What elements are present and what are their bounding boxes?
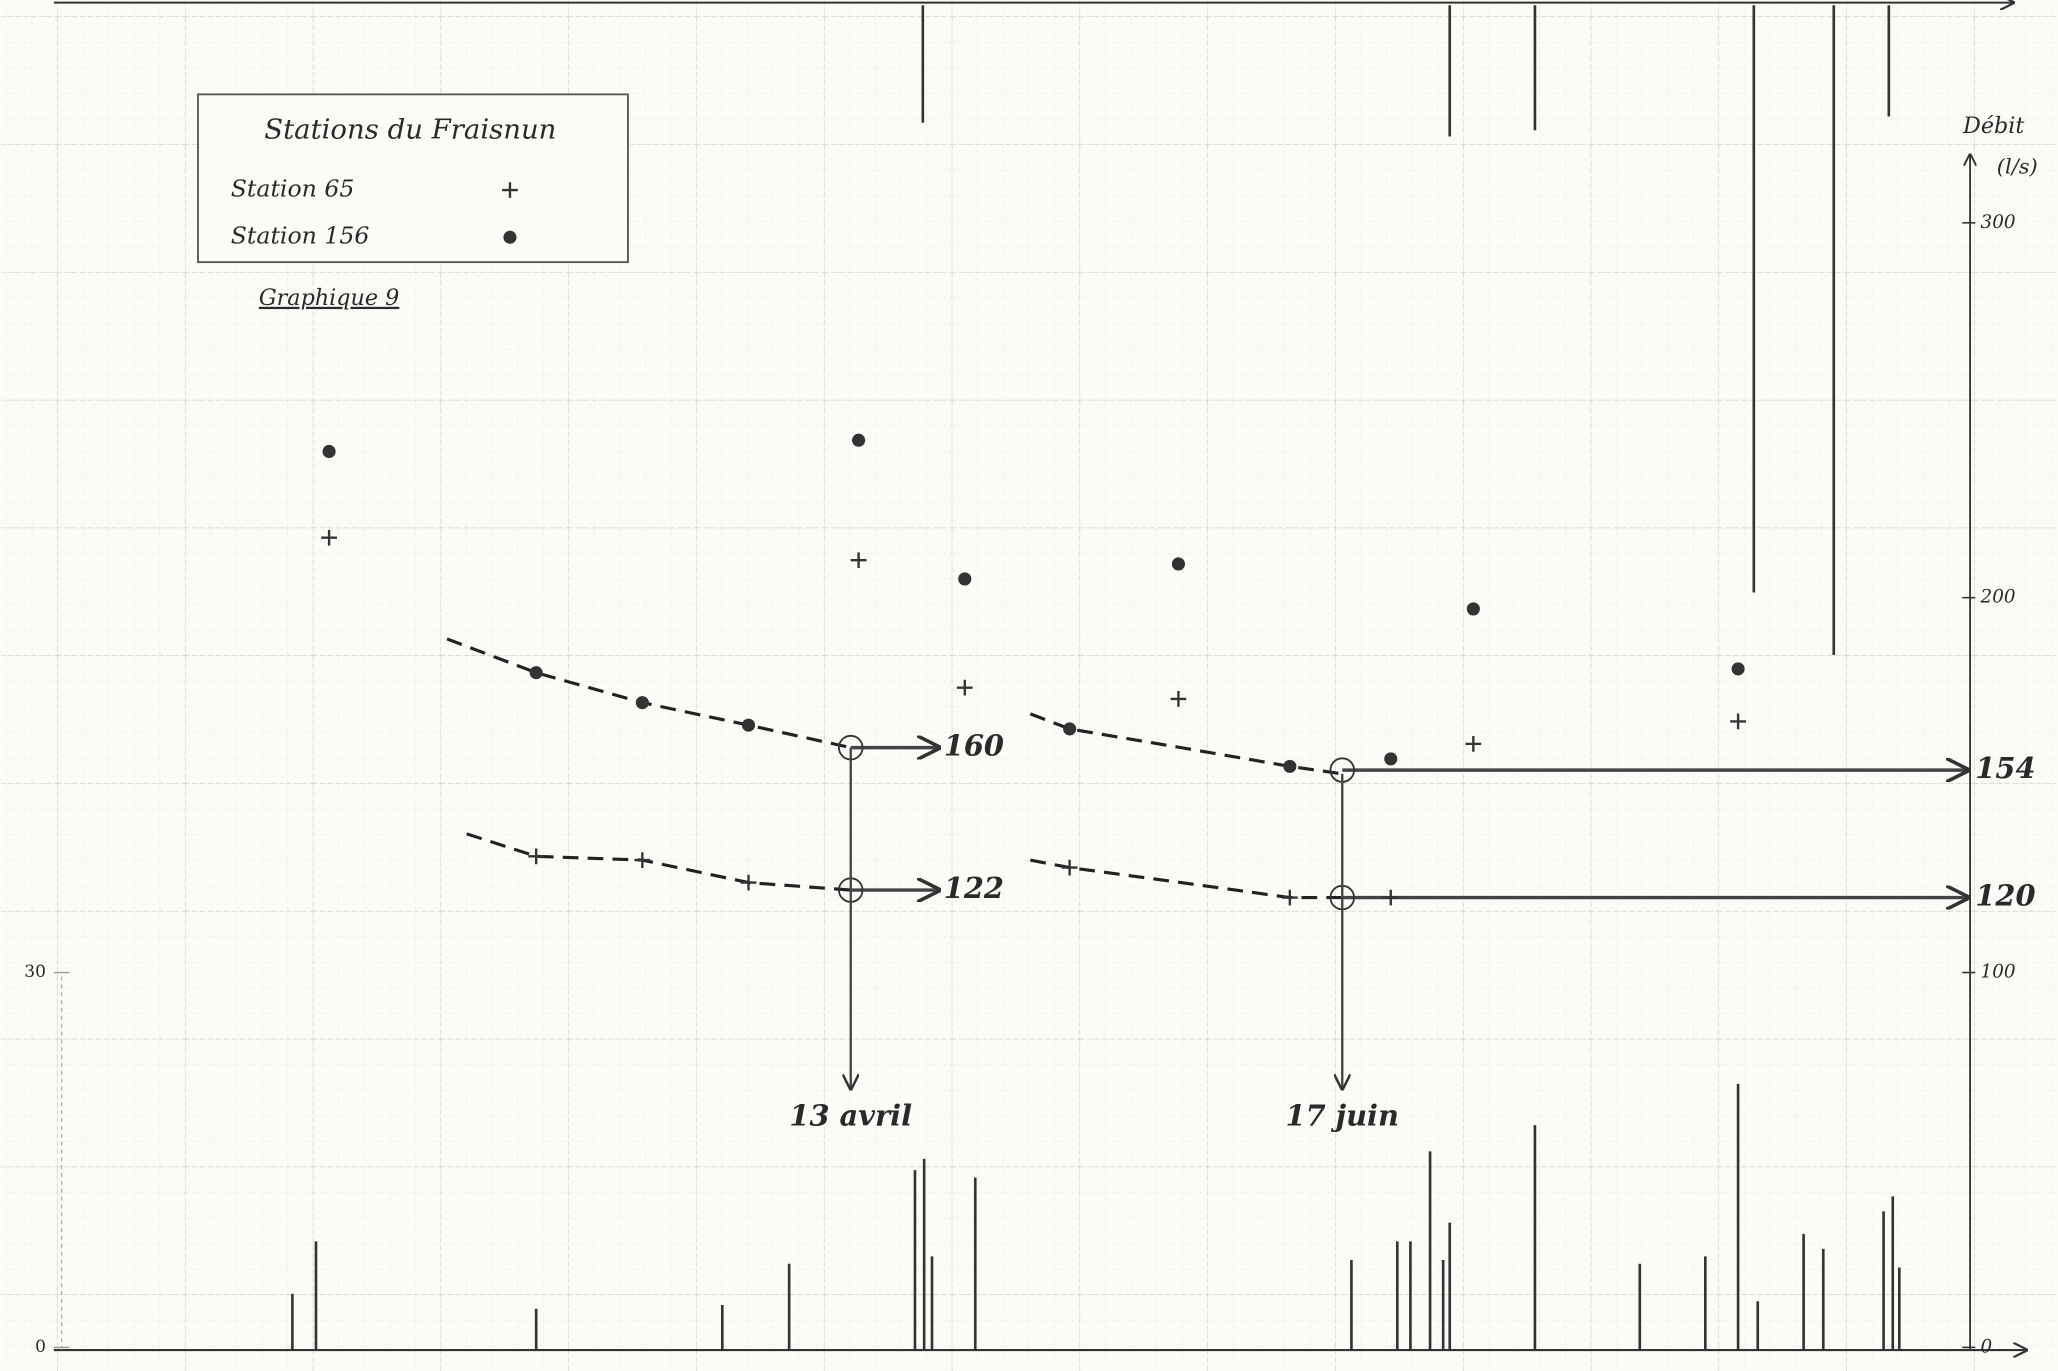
legend-title: Stations du Fraisnun [264,114,556,146]
recession-curve [1029,712,1343,776]
level-label: 160 [944,729,1004,763]
level-label: 122 [944,871,1004,905]
y-label: Débit [1962,113,2024,139]
point-circle [1731,662,1745,676]
point-plus [634,852,651,868]
date-label: 17 juin [1286,1099,1399,1133]
y-unit: (l/s) [1997,154,2038,178]
subtitle: Graphique 9 [259,285,399,311]
point-circle [635,696,649,710]
y2-tick-label: 30 [24,962,46,982]
y-tick-label: 100 [1981,962,2016,983]
point-plus [956,679,973,696]
y-tick-label: 0 [1981,1336,1993,1357]
point-plus [850,552,867,569]
recession-curve [1030,858,1343,900]
level-label: 120 [1975,879,2035,913]
point-plus [321,529,337,546]
point-circle [958,572,972,586]
point-plus [1730,713,1746,730]
y-tick-label: 300 [1981,212,2016,233]
point-circle [529,666,543,680]
point-plus [528,848,545,865]
point-circle [1171,557,1185,571]
point-plus [1061,859,1078,876]
point-circle [1283,759,1297,773]
point-circle [1063,722,1077,736]
y-tick-label: 200 [1980,587,2016,608]
level-label: 154 [1975,751,2035,785]
point-circle [741,718,756,732]
point-circle [1384,752,1398,766]
point-circle [1466,602,1480,616]
point-plus [1382,889,1399,906]
point-circle [322,444,336,459]
legend-box [197,93,629,264]
legend-label: Station 65 [231,175,355,203]
point-plus [740,874,757,891]
legend-marker [503,230,517,244]
legend-label: Station 156 [231,222,370,250]
point-plus [1281,889,1298,906]
y2-tick-label: 0 [35,1337,46,1357]
point-plus [1465,736,1482,752]
date-label: 13 avril [789,1099,912,1133]
point-circle [852,433,866,447]
legend-marker [502,182,518,198]
point-plus [1170,691,1187,707]
